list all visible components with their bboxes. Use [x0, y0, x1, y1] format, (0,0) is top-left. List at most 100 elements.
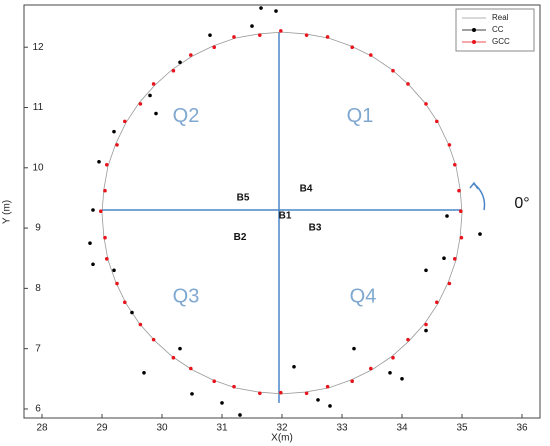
point	[130, 310, 134, 315]
point	[406, 82, 410, 86]
point	[328, 404, 332, 408]
point	[274, 9, 278, 13]
point	[400, 377, 404, 381]
annotation: B3	[309, 223, 322, 234]
point	[316, 398, 320, 402]
point	[304, 33, 309, 37]
point	[112, 129, 116, 134]
point	[350, 45, 355, 50]
point	[447, 281, 452, 286]
point	[369, 366, 373, 371]
point	[406, 337, 410, 342]
legend-marker	[472, 28, 476, 32]
point	[105, 257, 109, 261]
point	[424, 322, 428, 327]
x-tick-label: 31	[216, 423, 228, 434]
point	[238, 413, 242, 417]
rotation-arrow-head	[469, 181, 479, 190]
y-axis-label: Y (m)	[2, 200, 13, 224]
point	[112, 268, 116, 273]
point	[279, 390, 283, 395]
point	[171, 355, 176, 360]
point	[142, 370, 146, 375]
point	[171, 68, 176, 73]
point	[123, 119, 127, 124]
point	[138, 102, 143, 106]
point	[250, 24, 254, 28]
y-tick-label: 11	[33, 102, 44, 113]
annotation: 0°	[514, 195, 529, 212]
point	[391, 355, 395, 360]
legend-label: Real	[492, 13, 509, 22]
point	[457, 188, 461, 193]
y-tick-label: 10	[32, 162, 44, 173]
point	[453, 257, 457, 261]
point	[189, 53, 193, 57]
point	[189, 366, 193, 371]
point	[88, 241, 92, 245]
point	[151, 337, 156, 342]
y-tick-label: 12	[32, 42, 44, 53]
annotation: Q2	[173, 105, 200, 127]
point	[99, 209, 103, 213]
point	[325, 384, 330, 389]
point	[91, 208, 95, 212]
x-tick-label: 30	[156, 423, 168, 434]
point	[208, 33, 212, 37]
point	[97, 159, 101, 164]
point	[115, 281, 119, 286]
annotation: Q4	[350, 286, 377, 308]
point	[123, 300, 127, 305]
point	[388, 370, 392, 375]
x-tick-label: 34	[396, 423, 408, 434]
point	[325, 35, 330, 39]
annotation: B2	[234, 232, 247, 243]
point	[259, 6, 263, 10]
point	[352, 346, 356, 351]
point	[105, 162, 109, 167]
point	[459, 209, 463, 213]
point	[391, 68, 395, 73]
point	[258, 391, 262, 396]
point	[138, 322, 143, 327]
annotation: B1	[279, 211, 292, 222]
point	[91, 262, 95, 267]
legend-label: GCC	[492, 37, 510, 46]
x-tick-label: 35	[456, 423, 468, 434]
point	[148, 93, 152, 98]
point	[115, 143, 119, 147]
point	[459, 235, 464, 240]
point	[212, 45, 216, 50]
point	[190, 392, 194, 396]
x-tick-label: 32	[276, 423, 288, 434]
point	[447, 143, 452, 147]
point	[369, 53, 373, 57]
y-tick-label: 6	[35, 404, 41, 415]
point	[103, 188, 107, 193]
plot-frame	[23, 4, 541, 419]
point	[232, 35, 236, 39]
y-tick-label: 7	[35, 343, 41, 354]
x-tick-label: 29	[96, 423, 108, 434]
y-tick-label: 9	[35, 223, 41, 234]
point	[103, 235, 107, 240]
point	[445, 214, 449, 218]
point	[350, 379, 355, 384]
x-tick-label: 36	[516, 423, 528, 434]
point	[478, 232, 482, 236]
point	[424, 268, 428, 273]
point	[258, 33, 262, 37]
annotation: B4	[300, 184, 313, 195]
y-tick-label: 8	[35, 283, 41, 294]
point	[220, 401, 224, 405]
point	[279, 29, 283, 33]
point	[212, 379, 216, 384]
point	[453, 162, 457, 167]
annotation: Q3	[173, 286, 200, 308]
point	[151, 82, 156, 86]
x-tick-label: 33	[336, 423, 348, 434]
x-axis-label: X(m)	[271, 433, 293, 444]
x-tick-label: 28	[36, 423, 48, 434]
point	[424, 328, 428, 333]
